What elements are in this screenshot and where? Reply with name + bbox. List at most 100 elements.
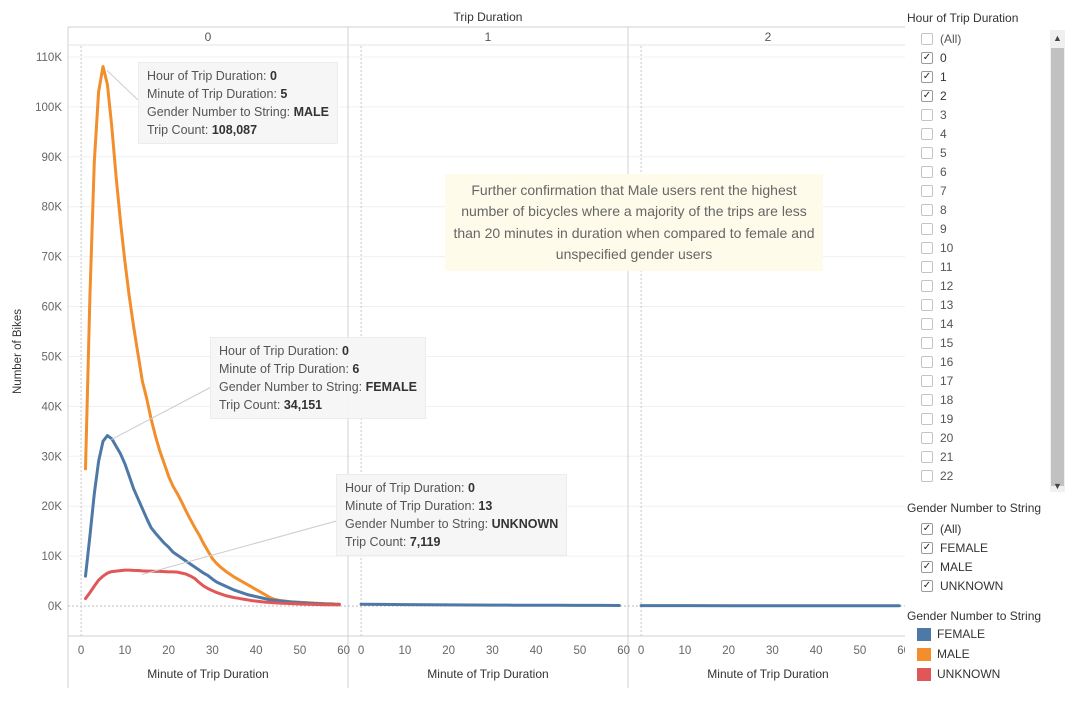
gender-filter-option-label: FEMALE xyxy=(940,540,989,555)
checkbox-icon[interactable] xyxy=(921,222,933,235)
legend-label: UNKNOWN xyxy=(937,667,1001,681)
hour-filter-option-label: 9 xyxy=(940,221,947,236)
x-axis-label: Minute of Trip Duration xyxy=(147,667,268,681)
checkbox-icon[interactable] xyxy=(921,355,933,368)
hour-filter-option[interactable]: 5 xyxy=(907,143,1075,162)
hour-filter-option[interactable]: 13 xyxy=(907,295,1075,314)
legend-item[interactable]: MALE xyxy=(907,644,1075,664)
x-tick-label: 20 xyxy=(442,645,455,657)
checkbox-icon[interactable] xyxy=(921,374,933,387)
hour-filter-option-label: 4 xyxy=(940,126,947,141)
hour-filter-option[interactable]: ✓ 1 xyxy=(907,67,1075,86)
gender-filter-option[interactable]: ✓ (All) xyxy=(907,519,1075,538)
color-legend: Gender Number to String FEMALE MALE UNKNOW… xyxy=(907,609,1075,684)
checkbox-icon[interactable] xyxy=(921,469,933,482)
checkbox-icon[interactable] xyxy=(921,279,933,292)
checkbox-icon[interactable] xyxy=(921,336,933,349)
checkbox-icon[interactable] xyxy=(921,184,933,197)
hour-filter-option[interactable]: 21 xyxy=(907,447,1075,466)
hour-filter-option-label: 21 xyxy=(940,449,954,464)
checkbox-icon[interactable] xyxy=(921,32,933,45)
hour-filter-option[interactable]: 15 xyxy=(907,333,1075,352)
hour-filter-option-label: 14 xyxy=(940,316,954,331)
hour-filter-option-label: (All) xyxy=(940,31,962,46)
checkbox-icon[interactable] xyxy=(921,127,933,140)
hour-filter-option-label: 12 xyxy=(940,278,954,293)
legend-swatch xyxy=(917,647,931,661)
checkbox-icon[interactable] xyxy=(921,146,933,159)
x-axis-label: Minute of Trip Duration xyxy=(427,667,548,681)
legend-item[interactable]: UNKNOWN xyxy=(907,664,1075,684)
hour-filter-option[interactable]: 8 xyxy=(907,200,1075,219)
checkbox-icon[interactable] xyxy=(921,431,933,444)
y-tick-label: 70K xyxy=(42,252,63,264)
hour-filter-option[interactable]: 20 xyxy=(907,428,1075,447)
hour-filter-option[interactable]: 22 xyxy=(907,466,1075,485)
checkbox-icon[interactable] xyxy=(921,260,933,273)
hour-filter-option[interactable]: 19 xyxy=(907,409,1075,428)
checkbox-checked-icon[interactable]: ✓ xyxy=(921,579,933,592)
hour-filter-option[interactable]: 4 xyxy=(907,124,1075,143)
legend-item[interactable]: FEMALE xyxy=(907,624,1075,644)
y-tick-label: 0K xyxy=(48,601,62,613)
hour-filter-option[interactable]: 11 xyxy=(907,257,1075,276)
gender-filter-option[interactable]: ✓ MALE xyxy=(907,557,1075,576)
checkbox-icon[interactable] xyxy=(921,450,933,463)
hour-filter-option-label: 16 xyxy=(940,354,954,369)
gender-filter-title: Gender Number to String xyxy=(907,501,1042,515)
y-tick-label: 20K xyxy=(42,501,63,513)
hour-filter-option[interactable]: 10 xyxy=(907,238,1075,257)
hour-filter-option-label: 6 xyxy=(940,164,947,179)
annotation-text: Further confirmation that Male users ren… xyxy=(453,181,815,263)
checkbox-icon[interactable] xyxy=(921,165,933,178)
x-tick-label: 50 xyxy=(853,645,866,657)
checkbox-checked-icon[interactable]: ✓ xyxy=(921,70,933,83)
checkbox-checked-icon[interactable]: ✓ xyxy=(921,541,933,554)
checkbox-icon[interactable] xyxy=(921,298,933,311)
hour-filter-option[interactable]: 9 xyxy=(907,219,1075,238)
hour-filter-option[interactable]: (All) xyxy=(907,29,1075,48)
annotation-note: Further confirmation that Male users ren… xyxy=(445,174,823,271)
hour-filter-option[interactable]: 14 xyxy=(907,314,1075,333)
x-tick-label: 30 xyxy=(206,645,219,657)
x-axis-label: Minute of Trip Duration xyxy=(707,667,828,681)
tooltip-leader-line xyxy=(106,70,139,101)
hour-filter-option[interactable]: 18 xyxy=(907,390,1075,409)
gender-filter-option[interactable]: ✓ FEMALE xyxy=(907,538,1075,557)
x-tick-label: 20 xyxy=(162,645,175,657)
checkbox-icon[interactable] xyxy=(921,203,933,216)
y-tick-label: 90K xyxy=(42,152,63,164)
hour-filter-option[interactable]: 12 xyxy=(907,276,1075,295)
gender-filter-option[interactable]: ✓ UNKNOWN xyxy=(907,576,1075,595)
hour-filter-option-label: 0 xyxy=(940,50,947,65)
hour-filter-option[interactable]: ✓ 2 xyxy=(907,86,1075,105)
checkbox-checked-icon[interactable]: ✓ xyxy=(921,522,933,535)
y-tick-label: 50K xyxy=(42,351,63,363)
checkbox-icon[interactable] xyxy=(921,241,933,254)
hour-filter-option[interactable]: 17 xyxy=(907,371,1075,390)
hour-filter-option[interactable]: ✓ 0 xyxy=(907,48,1075,67)
chevron-down-icon[interactable]: ▼ xyxy=(1053,481,1062,491)
tooltip-unknown: Hour of Trip Duration: 0 Minute of Trip … xyxy=(336,474,568,556)
hour-filter-option[interactable]: 16 xyxy=(907,352,1075,371)
tooltip-male: Hour of Trip Duration: 0 Minute of Trip … xyxy=(138,62,339,144)
series-line-unknown xyxy=(84,568,341,607)
hour-filter-option[interactable]: 6 xyxy=(907,162,1075,181)
checkbox-icon[interactable] xyxy=(921,108,933,121)
hour-filter-option-label: 15 xyxy=(940,335,954,350)
checkbox-checked-icon[interactable]: ✓ xyxy=(921,560,933,573)
hour-filter-option[interactable]: 7 xyxy=(907,181,1075,200)
checkbox-checked-icon[interactable]: ✓ xyxy=(921,51,933,64)
chevron-up-icon[interactable]: ▲ xyxy=(1053,33,1062,43)
checkbox-icon[interactable] xyxy=(921,412,933,425)
checkbox-checked-icon[interactable]: ✓ xyxy=(921,89,933,102)
scrollbar-thumb[interactable] xyxy=(1051,48,1064,486)
hour-filter-list: (All) ✓ 0 ✓ 1 ✓ 2 3 4 5 6 7 8 9 10 11 12 13 14 15 16 17 18 19 20… xyxy=(907,29,1075,485)
series-line-male xyxy=(84,65,341,606)
checkbox-icon[interactable] xyxy=(921,317,933,330)
checkbox-icon[interactable] xyxy=(921,393,933,406)
hour-filter-scrollbar[interactable]: ▲ ▼ xyxy=(1050,30,1065,492)
hour-filter-option[interactable]: 3 xyxy=(907,105,1075,124)
x-tick-label: 50 xyxy=(293,645,306,657)
